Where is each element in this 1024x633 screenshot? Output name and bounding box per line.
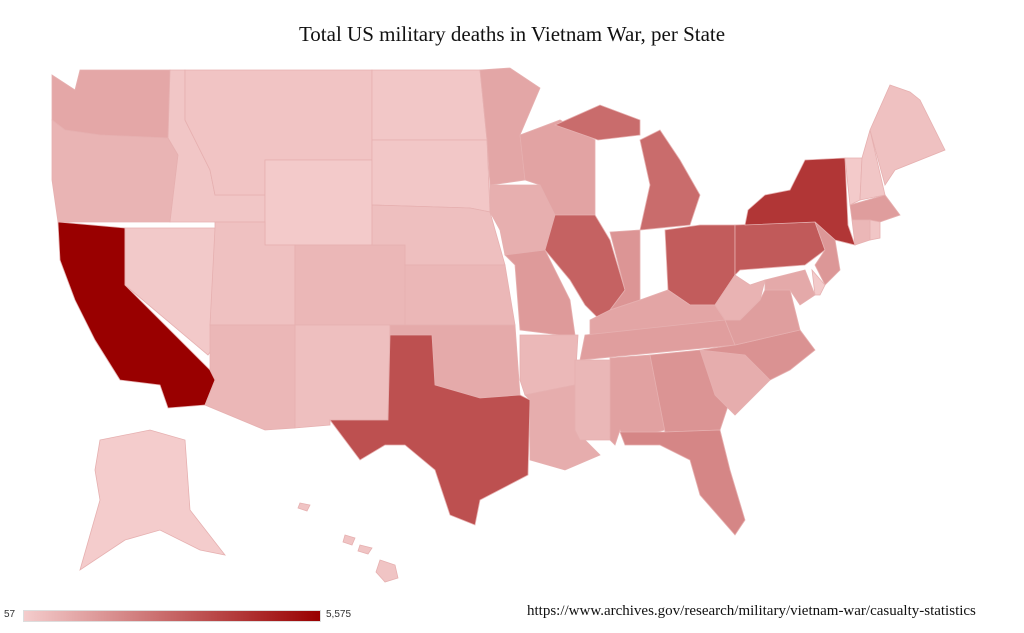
state-pa[interactable]: PA: 3144 (734, 221, 826, 276)
state-ak[interactable]: AK: 57 (79, 429, 226, 571)
state-hi[interactable]: HI: 276 (297, 502, 311, 512)
state-nc[interactable]: NC: 1613 (699, 329, 816, 381)
state-fl[interactable]: FL: 1954 (619, 429, 746, 536)
state-ma[interactable]: MA: 1331 (849, 194, 901, 223)
state-me[interactable]: ME: 343 (869, 84, 946, 186)
state-ri[interactable]: RI: 209 (869, 219, 881, 241)
state-ms[interactable]: MS: 636 (574, 359, 611, 441)
state-tx[interactable]: TX: 3417 (329, 334, 531, 526)
state-ny[interactable]: NY: 4121 (744, 157, 856, 246)
state-md[interactable]: MD: 1014 (764, 269, 816, 306)
state-mi[interactable]: MI: 2654 (639, 129, 701, 231)
legend-min-label: 57 (4, 609, 16, 620)
state-wy[interactable]: WY: 119 (264, 159, 373, 246)
legend-gradient-bar (23, 610, 321, 622)
state-wa[interactable]: WA: 1048 (51, 69, 171, 139)
map-title: Total US military deaths in Vietnam War,… (298, 22, 726, 46)
state-vt[interactable]: VT: 100 (844, 157, 863, 206)
state-wv[interactable]: WV: 732 (714, 274, 766, 321)
state-nm[interactable]: NM: 398 (294, 324, 391, 429)
state-co[interactable]: CO: 623 (294, 244, 406, 326)
state-hi[interactable]: HI: 276 (375, 559, 399, 583)
state-hi[interactable]: HI: 276 (357, 544, 373, 555)
state-nd[interactable]: ND: 198 (371, 69, 488, 141)
state-ct[interactable]: CT: 612 (851, 219, 871, 246)
source-url: https://www.archives.gov/research/milita… (527, 603, 976, 619)
state-ks[interactable]: KS: 627 (404, 264, 516, 326)
state-sd[interactable]: SD: 192 (371, 139, 491, 213)
legend-max-label: 5,575 (326, 609, 352, 620)
us-choropleth-map: WA: 1048OR: 710CA: 5575NV: 151ID: 216MT:… (51, 67, 946, 583)
state-mi[interactable]: MI: 2654 (553, 104, 641, 141)
state-de[interactable]: DE: 122 (811, 268, 826, 296)
state-hi[interactable]: HI: 276 (342, 534, 356, 546)
state-az[interactable]: AZ: 620 (204, 324, 296, 431)
